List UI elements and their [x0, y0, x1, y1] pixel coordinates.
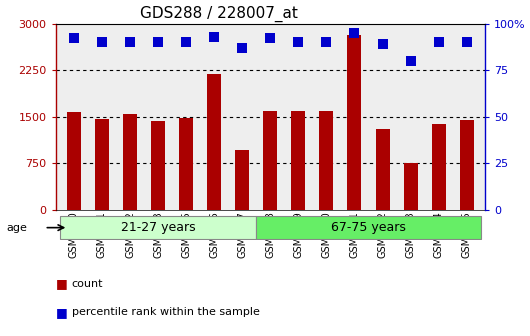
Text: percentile rank within the sample: percentile rank within the sample — [72, 307, 259, 318]
Point — [182, 40, 190, 45]
Bar — [179, 118, 193, 210]
Point — [463, 40, 471, 45]
Bar — [263, 111, 277, 210]
Point — [126, 40, 134, 45]
Point — [294, 40, 303, 45]
Text: 67-75 years: 67-75 years — [331, 221, 406, 234]
Text: ■: ■ — [56, 306, 67, 319]
Bar — [257, 216, 481, 239]
Point — [435, 40, 443, 45]
Point — [350, 30, 359, 36]
Point — [407, 58, 415, 64]
Point — [322, 40, 331, 45]
Bar — [460, 120, 474, 210]
Bar — [60, 216, 257, 239]
Point — [266, 36, 275, 41]
Text: ■: ■ — [56, 278, 67, 290]
Point — [154, 40, 162, 45]
Bar — [403, 163, 418, 210]
Bar — [151, 121, 165, 210]
Title: GDS288 / 228007_at: GDS288 / 228007_at — [140, 6, 298, 22]
Bar — [292, 111, 305, 210]
Bar — [320, 111, 333, 210]
Bar — [95, 119, 109, 210]
Point — [210, 34, 218, 39]
Bar — [235, 150, 249, 210]
Bar — [123, 114, 137, 210]
Bar — [348, 35, 361, 210]
Bar — [431, 124, 446, 210]
Bar — [376, 129, 390, 210]
Point — [69, 36, 78, 41]
Point — [98, 40, 106, 45]
Text: 21-27 years: 21-27 years — [121, 221, 196, 234]
Bar — [67, 112, 81, 210]
Bar — [207, 74, 221, 210]
Point — [378, 41, 387, 47]
Point — [238, 45, 246, 50]
Text: age: age — [6, 223, 27, 233]
Text: count: count — [72, 279, 103, 289]
